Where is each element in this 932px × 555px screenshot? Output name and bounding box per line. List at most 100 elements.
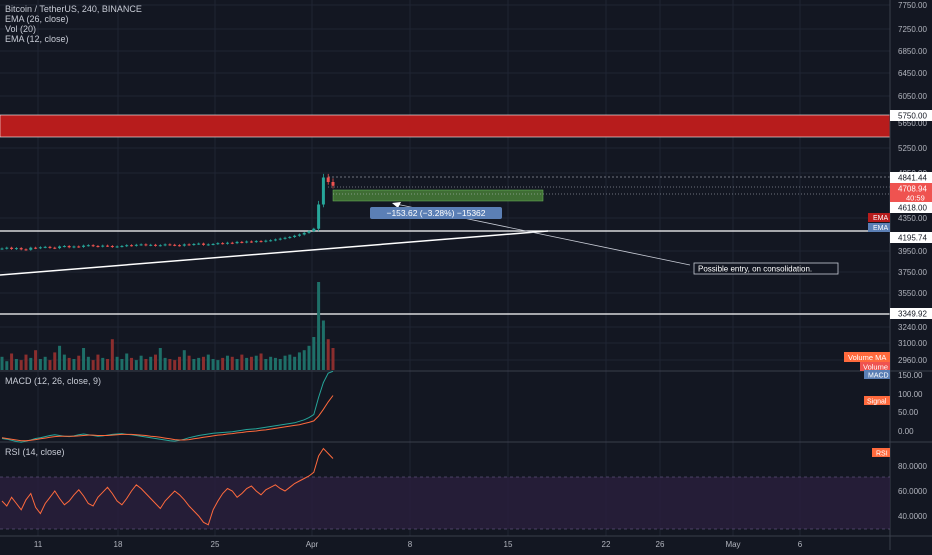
candle-body [139, 244, 143, 246]
price-axis[interactable]: 7750.00 7250.00 6850.00 6450.00 6050.00 5650.… [898, 1, 927, 365]
rsi-pane[interactable] [0, 447, 890, 530]
candle-body [58, 246, 62, 249]
volume-bar [293, 356, 297, 370]
label-support: 4195.74 [898, 234, 927, 243]
candle-body [254, 241, 258, 243]
macd-line [1, 370, 334, 443]
rsi-axis[interactable]: 80.0000 60.0000 40.0000 [898, 462, 927, 521]
candle-body [53, 247, 57, 249]
candle-body [173, 244, 177, 246]
candle-body [211, 243, 215, 245]
macd-pane[interactable] [1, 370, 334, 443]
candle-body [34, 247, 38, 249]
volume-bar [192, 359, 196, 370]
badge-rsi: RSI [876, 451, 888, 458]
candle-body [326, 177, 330, 182]
price-tick-label: 3750.00 [898, 268, 927, 277]
time-axis[interactable]: 11 18 25 Apr 8 15 22 26 May 6 [34, 540, 803, 549]
macd-tick-label: 0.00 [898, 427, 914, 436]
candle-body [163, 244, 167, 246]
measure-text: −153.62 (−3.28%) −15362 [386, 208, 485, 218]
candle-body [187, 244, 191, 246]
candle-body [96, 246, 100, 248]
price-tick-label: 6050.00 [898, 92, 927, 101]
candle-body [225, 242, 229, 244]
volume-bar [154, 354, 158, 370]
candles-group [0, 173, 335, 251]
red-resistance-zone[interactable] [0, 114, 891, 138]
candle-body [24, 249, 28, 251]
indicator-vol: Vol (20) [5, 24, 36, 34]
candle-body [149, 244, 153, 246]
volume-bar [235, 359, 239, 370]
price-tick-label: 3950.00 [898, 247, 927, 256]
volume-bar [144, 359, 148, 370]
volume-bar [249, 356, 253, 370]
rsi-tick-label: 60.0000 [898, 487, 927, 496]
volume-bar [101, 357, 105, 370]
macd-axis[interactable]: 150.00 100.00 50.00 0.00 [898, 371, 923, 436]
candle-body [206, 244, 210, 246]
volume-bar [19, 360, 23, 370]
volume-bar [211, 359, 215, 370]
candle-body [216, 243, 220, 245]
indicator-ema12: EMA (12, close) [5, 34, 69, 44]
badge-macd: MACD [868, 373, 889, 380]
volume-bar [72, 359, 76, 370]
rsi-line [1, 447, 334, 526]
candle-body [192, 243, 196, 245]
candle-body [110, 246, 114, 248]
price-tick-label: 3240.00 [898, 323, 927, 332]
note-arrow-head [392, 202, 401, 208]
volume-bar [96, 354, 100, 370]
candle-body [269, 240, 273, 242]
candle-body [14, 248, 18, 250]
volume-bar [110, 339, 114, 370]
candle-body [86, 245, 90, 247]
volume-bar [106, 359, 110, 370]
time-tick-label: 18 [114, 540, 123, 549]
volume-bar [34, 350, 38, 370]
volume-bar [53, 352, 57, 370]
volume-bar [317, 282, 321, 370]
candle-body [77, 246, 81, 248]
volume-bar [206, 354, 210, 370]
candle-body [168, 244, 172, 246]
note-callout[interactable]: Possible entry, on consolidation. [693, 262, 839, 275]
measure-label[interactable]: −153.62 (−3.28%) −15362 [370, 207, 502, 219]
rsi-title: RSI (14, close) [5, 447, 65, 457]
candle-body [101, 245, 105, 247]
candle-body [240, 241, 244, 243]
candle-body [293, 235, 297, 237]
macd-tick-label: 50.00 [898, 408, 919, 417]
volume-bar [216, 360, 220, 370]
time-tick-label: Apr [306, 540, 319, 549]
volume-bar [221, 357, 225, 370]
volume-bar [312, 337, 316, 370]
volume-bars [0, 282, 335, 370]
candle-body [331, 182, 335, 186]
candle-body [201, 243, 205, 245]
candle-body [115, 246, 119, 248]
trend-line[interactable] [0, 230, 549, 276]
volume-bar [38, 359, 42, 370]
candle-body [317, 204, 321, 229]
volume-bar [273, 357, 277, 370]
indicator-ema26: EMA (26, close) [5, 14, 69, 24]
volume-bar [302, 350, 306, 370]
volume-bar [67, 357, 71, 370]
candle-body [10, 247, 14, 249]
volume-bar [29, 357, 33, 370]
volume-bar [48, 360, 52, 370]
note-text: Possible entry, on consolidation. [698, 265, 812, 274]
price-tick-label: 3550.00 [898, 289, 927, 298]
volume-bar [130, 357, 134, 370]
green-target-zone[interactable] [332, 189, 544, 202]
price-pane[interactable]: −153.62 (−3.28%) −15362 Possible entry, … [0, 114, 891, 315]
volume-bar [254, 355, 258, 370]
rsi-band [0, 477, 890, 529]
price-axis-labels: 5750.00 4841.44 4708.94 40:59 4618.00 41… [844, 110, 932, 458]
rsi-tick-label: 40.0000 [898, 512, 927, 521]
